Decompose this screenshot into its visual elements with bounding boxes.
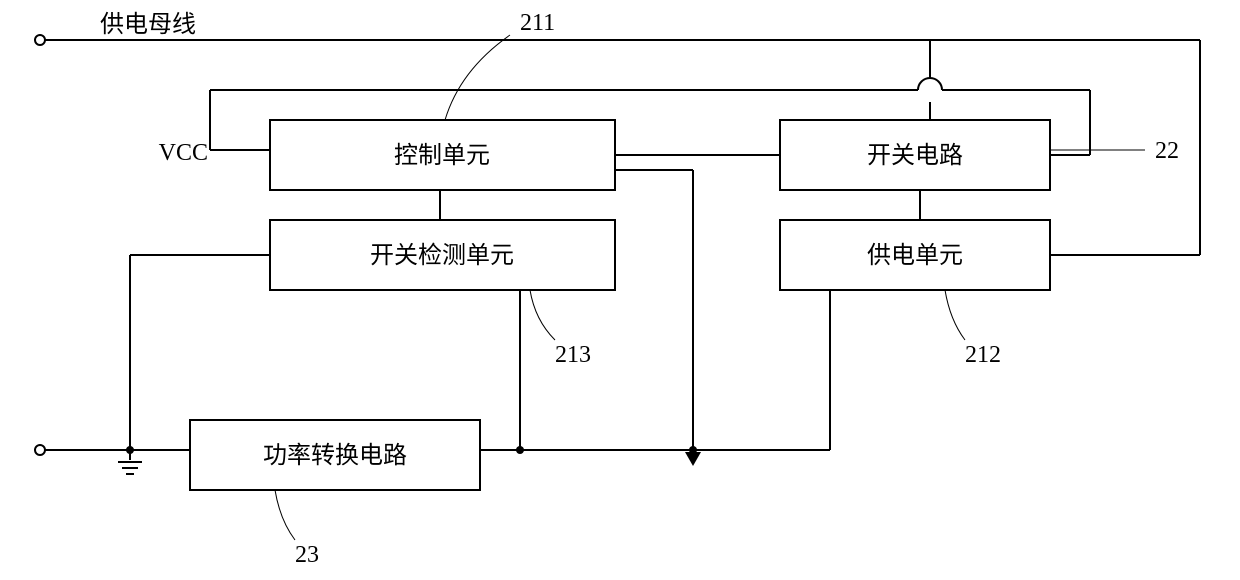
label-supply-bus: 供电母线 [100,11,196,38]
ref-213: 213 [555,342,591,368]
leader-211 [445,35,510,120]
ref-212: 212 [965,342,1001,368]
node-ctrl-down [689,446,697,454]
label-control-unit: 控制单元 [394,142,490,169]
leader-213 [530,290,555,340]
ref-22: 22 [1155,138,1179,164]
label-vcc: VCC [159,140,208,166]
leader-212 [945,290,965,340]
label-switch-detect: 开关检测单元 [370,242,514,269]
terminal-bottom [35,445,45,455]
leader-23 [275,490,295,540]
label-power-conv: 功率转换电路 [263,442,407,469]
terminal-top [35,35,45,45]
wire-jump [918,78,942,90]
ref-23: 23 [295,542,319,568]
label-psu: 供电单元 [867,242,963,269]
ref-211: 211 [520,10,555,36]
label-switch-circuit: 开关电路 [867,142,963,169]
arrow-down-icon [685,452,701,466]
